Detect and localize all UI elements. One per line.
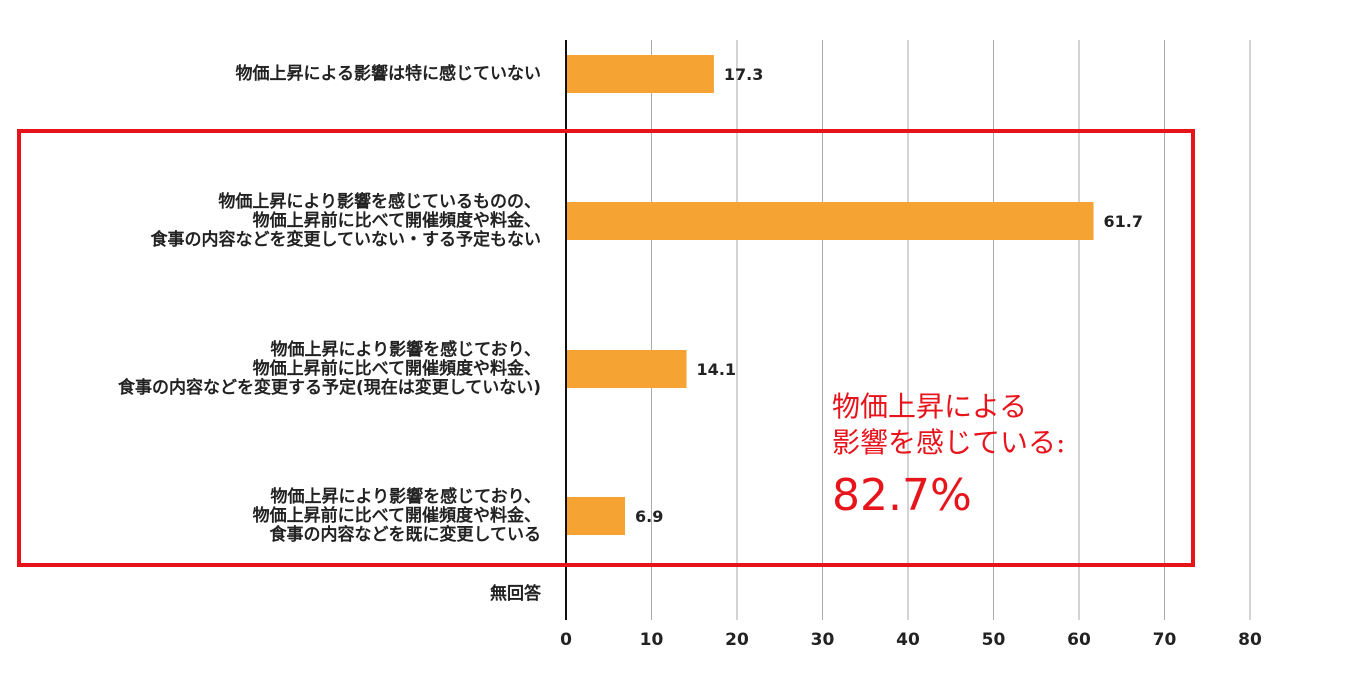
x-tick-label: 40 (896, 630, 920, 650)
x-tick-label: 70 (1153, 630, 1177, 650)
x-tick-label: 30 (811, 630, 835, 650)
highlight-box (17, 129, 1195, 567)
x-tick-label: 50 (982, 630, 1006, 650)
annotation-line-1: 物価上昇による (832, 390, 1028, 423)
category-label: 物価上昇による影響は特に感じていない (235, 63, 542, 84)
grid-lines (651, 40, 1251, 620)
value-labels: 17.3 61.7 14.1 6.9 (635, 65, 1143, 526)
x-tick-labels: 0 10 20 30 40 50 60 70 80 (560, 630, 1262, 650)
bars (566, 55, 1094, 535)
value-label: 6.9 (635, 507, 663, 526)
category-label: 物価上昇により影響を感じているものの、 物価上昇前に比べて開催頻度や料金、 食事… (150, 191, 542, 250)
annotation: 物価上昇による 影響を感じている: 82.7% (832, 389, 1065, 521)
annotation-value: 82.7% (832, 470, 972, 521)
bar (566, 350, 687, 388)
category-label: 物価上昇により影響を感じており、 物価上昇前に比べて開催頻度や料金、 食事の内容… (252, 486, 541, 545)
bar (566, 497, 625, 535)
x-tick-label: 10 (640, 630, 664, 650)
x-tick-label: 20 (725, 630, 749, 650)
x-tick-label: 0 (560, 630, 572, 650)
x-tick-label: 80 (1238, 630, 1262, 650)
value-label: 14.1 (697, 360, 736, 379)
bar (566, 202, 1094, 240)
bar (566, 55, 714, 93)
value-label: 17.3 (724, 65, 763, 84)
x-tick-label: 60 (1067, 630, 1091, 650)
annotation-line-2: 影響を感じている: (832, 426, 1066, 459)
value-label: 61.7 (1104, 212, 1143, 231)
category-label: 物価上昇により影響を感じており、 物価上昇前に比べて開催頻度や料金、 食事の内容… (117, 339, 541, 398)
category-label: 無回答 (490, 583, 541, 604)
